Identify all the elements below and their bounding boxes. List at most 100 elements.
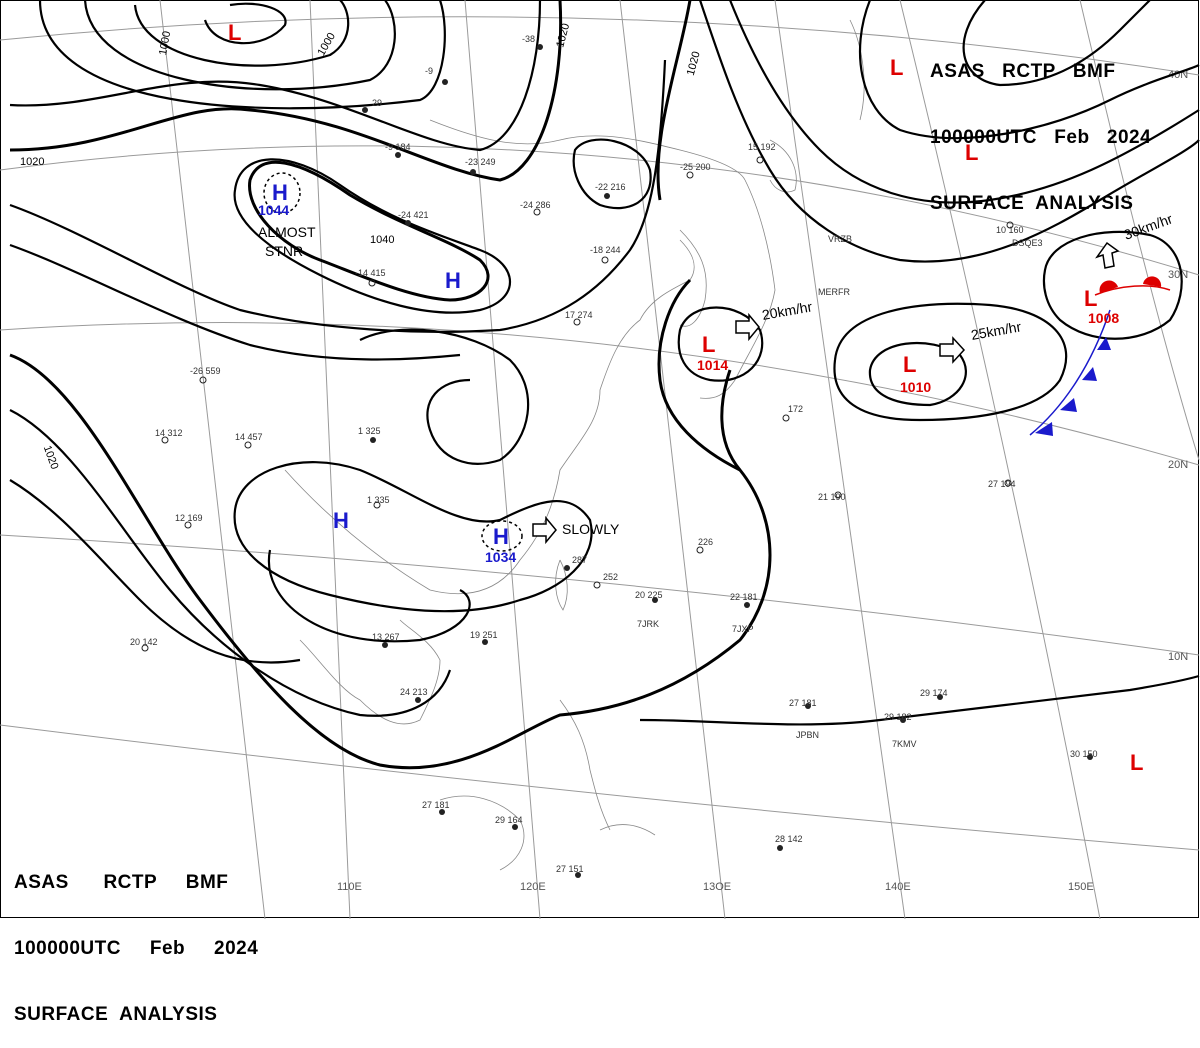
isobar-east-1 [698, 0, 1200, 263]
station-label: 20 225 [635, 590, 663, 600]
station-marker: 172 [782, 404, 803, 422]
high-center: H [333, 508, 349, 533]
arrow-slowly [532, 515, 557, 545]
footer-line-1: ASAS RCTP BMF [14, 872, 229, 893]
station-label: -25 200 [680, 162, 711, 172]
station-marker: 1 325 [358, 426, 381, 443]
weather-map: 110E 120E 13OE 140E 150E 40N 30N 20N 10N [0, 0, 1200, 1025]
arrow-20kmhr [735, 312, 760, 342]
coast-hokkaido [769, 139, 797, 193]
station-label: -14 415 [355, 268, 386, 278]
station-marker: -9 184 [385, 142, 411, 158]
isobar-sw-high-ring [233, 461, 593, 613]
station-marker: 252 [593, 572, 618, 589]
station-label: 27 194 [988, 479, 1016, 489]
isobar-japan-loop [572, 138, 652, 210]
high-center: H [493, 524, 509, 549]
station-marker: 28 142 [775, 834, 803, 851]
isobar-north-2 [9, 0, 542, 152]
isobar-japan-1020 [656, 0, 692, 201]
station-marker: 22 181 [730, 592, 758, 608]
station-label: 1 335 [367, 495, 390, 505]
ship-callsign: 7JRK [637, 619, 659, 629]
low-center: L [903, 352, 916, 377]
isobar-pacific-south [639, 674, 1200, 726]
station-marker: -38 [522, 34, 543, 50]
station-marker: -14 415 [355, 268, 386, 287]
low-pressure-value: 1008 [1088, 310, 1119, 326]
arrow-30kmhr [1095, 241, 1120, 269]
ship-callsign: JPBN [796, 730, 819, 740]
station-label: 287 [572, 555, 587, 565]
station-marker: 24 213 [400, 687, 428, 703]
graticule [0, 0, 1200, 919]
station-plots: -38 -9 29 -9 184 -23 249 -24 421 -24 286… [130, 34, 1098, 878]
coast-indochina [299, 619, 441, 725]
lon-label-120e: 120E [520, 881, 546, 893]
station-label: -9 [425, 66, 433, 76]
station-label: -18 244 [590, 245, 621, 255]
station-label: 29 174 [920, 688, 948, 698]
station-label: 27 151 [556, 864, 584, 874]
station-marker: -24 421 [398, 210, 429, 226]
annotation-almost: ALMOST [258, 224, 316, 240]
station-label: -26 559 [190, 366, 221, 376]
low-pressure-value: 1014 [697, 357, 728, 373]
low-center: L [1084, 286, 1097, 311]
isobar-south-2 [9, 409, 452, 717]
map-frame [0, 0, 1199, 918]
coast-siberia [429, 119, 746, 181]
station-marker: 19 251 [470, 630, 498, 645]
isobar-top-low-1000 [133, 0, 350, 67]
low-pressure-value: 1010 [900, 379, 931, 395]
lon-label-150e: 150E [1068, 881, 1094, 893]
cold-front [1029, 309, 1111, 436]
station-marker: -26 559 [190, 366, 221, 384]
meridian-160e [1079, 0, 1200, 461]
station-marker: 27 181 [789, 698, 817, 709]
station-marker: 14 312 [155, 428, 183, 444]
header-line-2: 100000UTC Feb 2024 [930, 127, 1152, 148]
meridian-150e [899, 0, 1101, 919]
high-1034-ring [481, 520, 523, 552]
station-marker: 10 160 [996, 221, 1024, 235]
coast-korea [679, 229, 707, 327]
station-label: -24 286 [520, 200, 551, 210]
isobar-east-3 [858, 0, 1200, 140]
parallel-30n [0, 145, 1200, 276]
station-label: 17 274 [565, 310, 593, 320]
station-label: 10 160 [996, 225, 1024, 235]
parallel-40n [0, 16, 1200, 76]
isobar-south-3 [9, 479, 301, 664]
station-marker: -25 200 [680, 162, 711, 179]
station-marker: -9 [425, 66, 448, 85]
station-marker: -22 216 [595, 182, 626, 199]
station-marker: 17 274 [565, 310, 593, 326]
isobar-label: 1040 [370, 234, 394, 246]
station-marker: 1 335 [367, 495, 390, 509]
low-center: L [965, 140, 978, 165]
station-marker: 29 174 [920, 688, 948, 700]
station-label: 27 181 [422, 800, 450, 810]
isobar-far-east-low [1042, 230, 1183, 340]
station-label: 21 190 [818, 492, 846, 502]
station-marker: 29 182 [884, 712, 912, 723]
low-center: L [890, 55, 903, 80]
station-label: 14 457 [235, 432, 263, 442]
lon-label-140e: 140E [885, 881, 911, 893]
station-marker: 20 225 [635, 590, 663, 603]
station-marker: 13 267 [372, 632, 400, 648]
station-marker: 21 190 [818, 491, 846, 502]
coast-taiwan [555, 559, 568, 611]
station-marker: 29 [362, 98, 382, 113]
ship-callsign: MERFR [818, 287, 850, 297]
parallel-20n [0, 322, 1200, 466]
annotation-slowly: SLOWLY [562, 521, 620, 537]
high-center: H [445, 268, 461, 293]
header-title-block: ASAS RCTP BMF 100000UTC Feb 2024 SURFACE… [930, 17, 1151, 237]
station-label: 226 [698, 537, 713, 547]
pressure-systems: H 1044 H H H 1034 L L L L 1014 L 1010 L … [228, 20, 1143, 775]
isobar-high-ring-1 [233, 158, 511, 314]
coast-philippines-south [599, 824, 656, 836]
lon-label-130e: 13OE [703, 881, 731, 893]
